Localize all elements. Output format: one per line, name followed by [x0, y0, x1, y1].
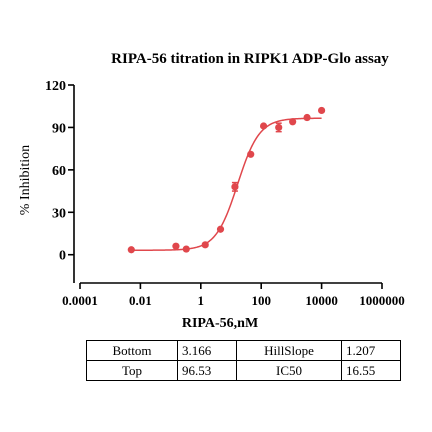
- x-tick-label: 10000: [305, 293, 338, 308]
- y-tick-label: 120: [45, 79, 66, 94]
- param-value: 1.207: [341, 340, 401, 361]
- data-point: [172, 242, 180, 250]
- x-tick-label: 1: [198, 293, 205, 308]
- param-value: 16.55: [341, 360, 401, 381]
- data-point: [127, 246, 135, 254]
- data-point: [318, 106, 326, 115]
- data-point: [216, 225, 225, 233]
- data-point: [247, 150, 255, 158]
- param-label: Top: [86, 360, 178, 381]
- x-axis-label: RIPA-56,nM: [181, 316, 259, 331]
- param-label: Bottom: [86, 340, 178, 361]
- table-row: Top 96.53 IC50 16.55: [86, 360, 401, 381]
- y-tick-label: 0: [59, 249, 66, 264]
- y-tick-label: 60: [52, 164, 66, 179]
- data-point: [275, 123, 283, 132]
- x-tick-label: 0.0001: [62, 293, 98, 308]
- data-point: [289, 118, 297, 126]
- x-tick-label: 1000000: [359, 293, 405, 308]
- fit-parameters-table: Bottom 3.166 HillSlope 1.207 Top 96.53 I…: [86, 340, 401, 381]
- x-tick-label: 100: [251, 293, 271, 308]
- table-row: Bottom 3.166 HillSlope 1.207: [86, 340, 401, 361]
- data-point: [182, 245, 190, 253]
- param-label: HillSlope: [236, 340, 342, 361]
- fit-curve: [131, 117, 322, 251]
- y-tick-label: 30: [52, 206, 66, 221]
- param-value: 3.166: [177, 340, 237, 361]
- data-point: [303, 113, 311, 122]
- x-tick-label: 0.01: [129, 293, 152, 308]
- param-label: IC50: [236, 360, 342, 381]
- y-tick-label: 90: [52, 121, 66, 136]
- param-value: 96.53: [177, 360, 237, 381]
- data-point: [259, 122, 268, 130]
- data-point: [231, 183, 239, 191]
- data-point: [201, 241, 209, 249]
- chart-title: RIPA-56 titration in RIPK1 ADP-Glo assay: [111, 51, 389, 67]
